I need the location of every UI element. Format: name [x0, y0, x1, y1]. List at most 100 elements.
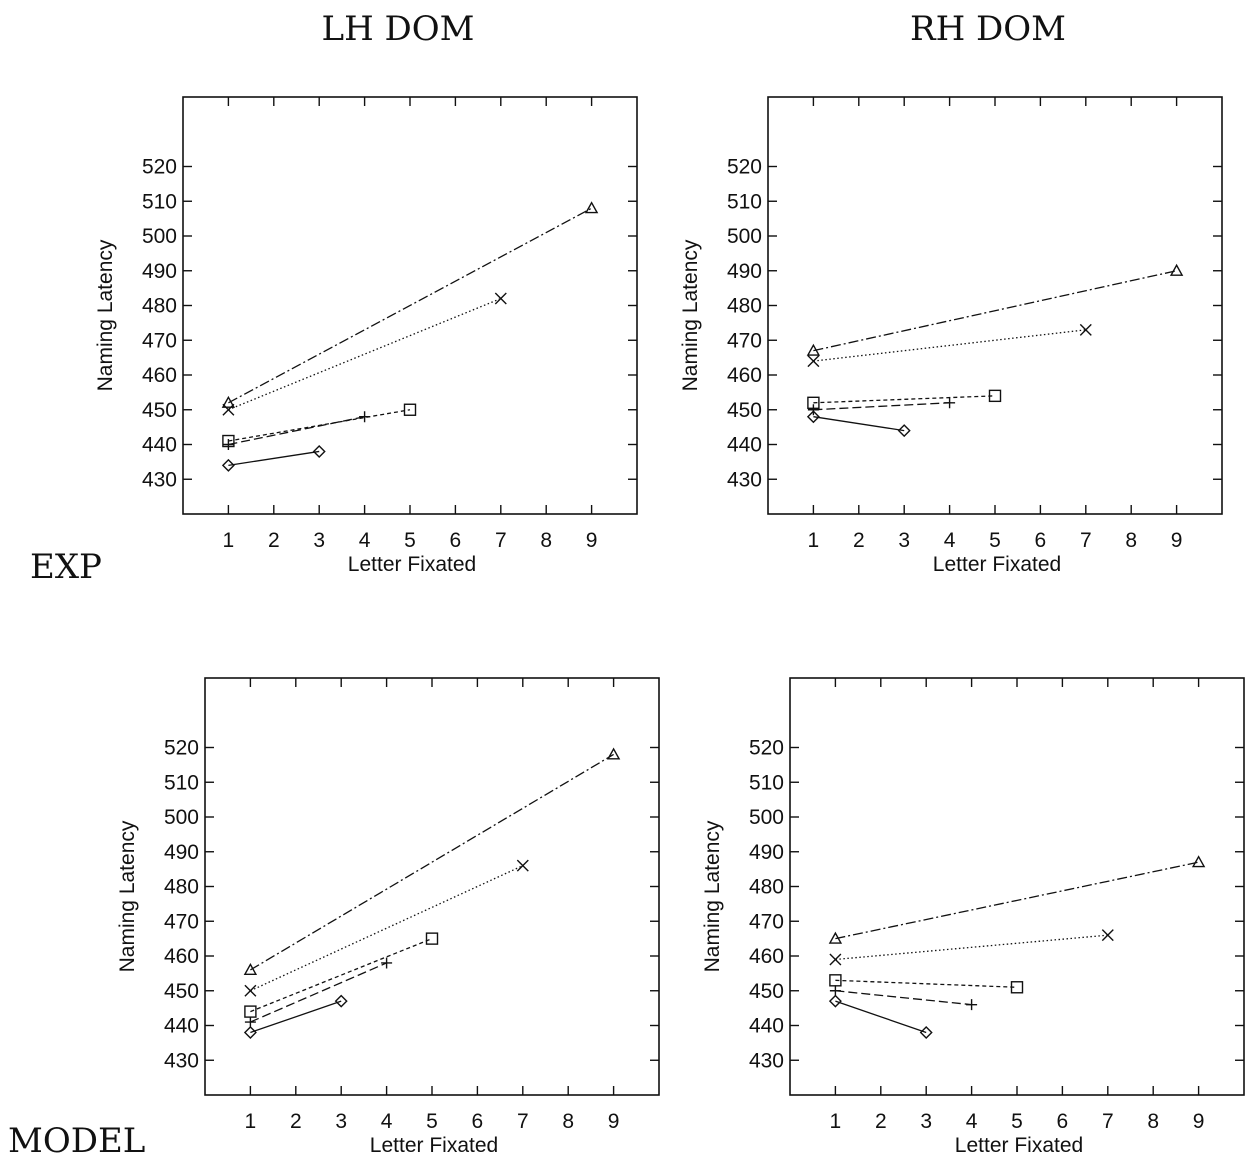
y-axis-label: Naming Latency [94, 239, 117, 391]
y-tick-label: 460 [164, 945, 199, 968]
y-tick-label: 430 [142, 468, 177, 491]
x-tick-label: 4 [944, 529, 956, 552]
data-point-diamond [919, 1025, 933, 1039]
series-line-plus [250, 962, 387, 1023]
x-tick-label: 3 [898, 529, 910, 552]
y-tick-label: 430 [164, 1049, 199, 1072]
y-tick-label: 490 [727, 260, 762, 283]
data-point-square [988, 389, 1002, 403]
series-line-plus [835, 990, 972, 1006]
y-tick-label: 470 [749, 910, 784, 933]
x-tick-label: 4 [966, 1110, 978, 1133]
data-point-diamond [243, 1025, 257, 1039]
y-tick-label: 450 [749, 980, 784, 1003]
x-tick-label: 6 [472, 1110, 484, 1133]
x-tick-label: 2 [853, 529, 865, 552]
x-tick-label: 9 [1193, 1110, 1205, 1133]
y-tick-label: 500 [727, 225, 762, 248]
data-point-square [1010, 981, 1024, 994]
x-tick-label: 7 [1102, 1110, 1114, 1133]
data-point-diamond [334, 994, 348, 1008]
x-tick-label: 3 [920, 1110, 932, 1133]
y-tick-label: 440 [142, 434, 177, 457]
series-line-triangle [228, 207, 592, 404]
y-tick-label: 490 [164, 841, 199, 864]
x-tick-label: 5 [1011, 1110, 1023, 1133]
data-point-triangle [1169, 263, 1184, 276]
series-line-triangle [813, 270, 1177, 352]
data-point-triangle [606, 747, 621, 760]
series-line-square [813, 395, 996, 404]
y-tick-label: 470 [727, 329, 762, 352]
x-tick-label: 8 [540, 529, 552, 552]
column-title-rh: RH DOM [910, 9, 1066, 49]
series-line-square [250, 938, 433, 1013]
panel-model-lh-dom: 1 2 3 4 5 6 7 8 9 430 440 450 460 470 480 490 500 510 520 L… [116, 677, 660, 1157]
data-point-cross [222, 403, 235, 416]
series-line-cross [250, 865, 524, 992]
data-point-cross [1101, 929, 1114, 942]
x-axis-label: Letter Fixated [348, 553, 476, 576]
data-point-cross [244, 984, 257, 997]
y-tick-label: 480 [749, 876, 784, 899]
y-tick-label: 450 [727, 399, 762, 422]
y-tick-label: 460 [727, 364, 762, 387]
y-tick-label: 480 [142, 295, 177, 318]
data-point-plus [966, 999, 978, 1011]
data-point-cross [494, 292, 507, 305]
y-tick-label: 480 [164, 876, 199, 899]
series-line-plus [813, 402, 950, 411]
y-tick-label: 480 [727, 295, 762, 318]
y-axis-label: Naming Latency [116, 820, 139, 972]
x-tick-label: 6 [450, 529, 462, 552]
panel-exp-lh-dom: 1 2 3 4 5 6 7 8 9 430 440 450 460 470 480 490 500 510 520 L… [94, 96, 638, 576]
x-tick-label: 1 [830, 1110, 842, 1133]
series-line-triangle [835, 861, 1199, 940]
series-line-cross [228, 297, 502, 411]
y-tick-label: 460 [749, 945, 784, 968]
data-point-square [425, 932, 439, 945]
x-tick-label: 9 [608, 1110, 620, 1133]
data-point-cross [807, 355, 820, 368]
row-label-model: MODEL [8, 1121, 145, 1158]
y-tick-label: 510 [164, 771, 199, 794]
data-point-diamond [221, 458, 235, 472]
x-tick-label: 1 [223, 529, 235, 552]
x-tick-label: 8 [562, 1110, 574, 1133]
column-title-lh: LH DOM [322, 9, 475, 49]
data-point-triangle [828, 931, 843, 944]
data-point-square [244, 1005, 257, 1018]
x-tick-label: 6 [1035, 529, 1047, 552]
y-tick-label: 450 [142, 399, 177, 422]
x-tick-label: 2 [268, 529, 280, 552]
x-tick-label: 2 [875, 1110, 887, 1133]
series-line-square [835, 979, 1018, 988]
x-tick-label: 3 [313, 529, 325, 552]
x-axis-label: Letter Fixated [933, 553, 1061, 576]
data-point-diamond [312, 444, 326, 458]
x-tick-label: 5 [404, 529, 416, 552]
y-tick-label: 490 [142, 260, 177, 283]
data-point-diamond [828, 994, 842, 1008]
y-tick-label: 470 [164, 910, 199, 933]
series-line-diamond [228, 450, 320, 466]
x-tick-label: 9 [1171, 529, 1183, 552]
data-point-plus [381, 957, 393, 969]
y-tick-label: 500 [164, 806, 199, 829]
x-tick-label: 4 [359, 529, 371, 552]
plot-frame [204, 677, 660, 1096]
row-label-exp: EXP [30, 547, 102, 587]
y-tick-label: 430 [727, 468, 762, 491]
x-axis-label: Letter Fixated [370, 1134, 498, 1157]
data-point-triangle [584, 201, 599, 214]
y-tick-label: 510 [142, 190, 177, 213]
y-tick-label: 520 [749, 737, 784, 760]
x-tick-label: 9 [586, 529, 598, 552]
data-point-cross [829, 953, 842, 966]
series-line-plus [228, 416, 365, 446]
data-point-plus [944, 397, 956, 409]
data-point-square [829, 974, 842, 987]
y-tick-label: 460 [142, 364, 177, 387]
y-tick-label: 450 [164, 980, 199, 1003]
